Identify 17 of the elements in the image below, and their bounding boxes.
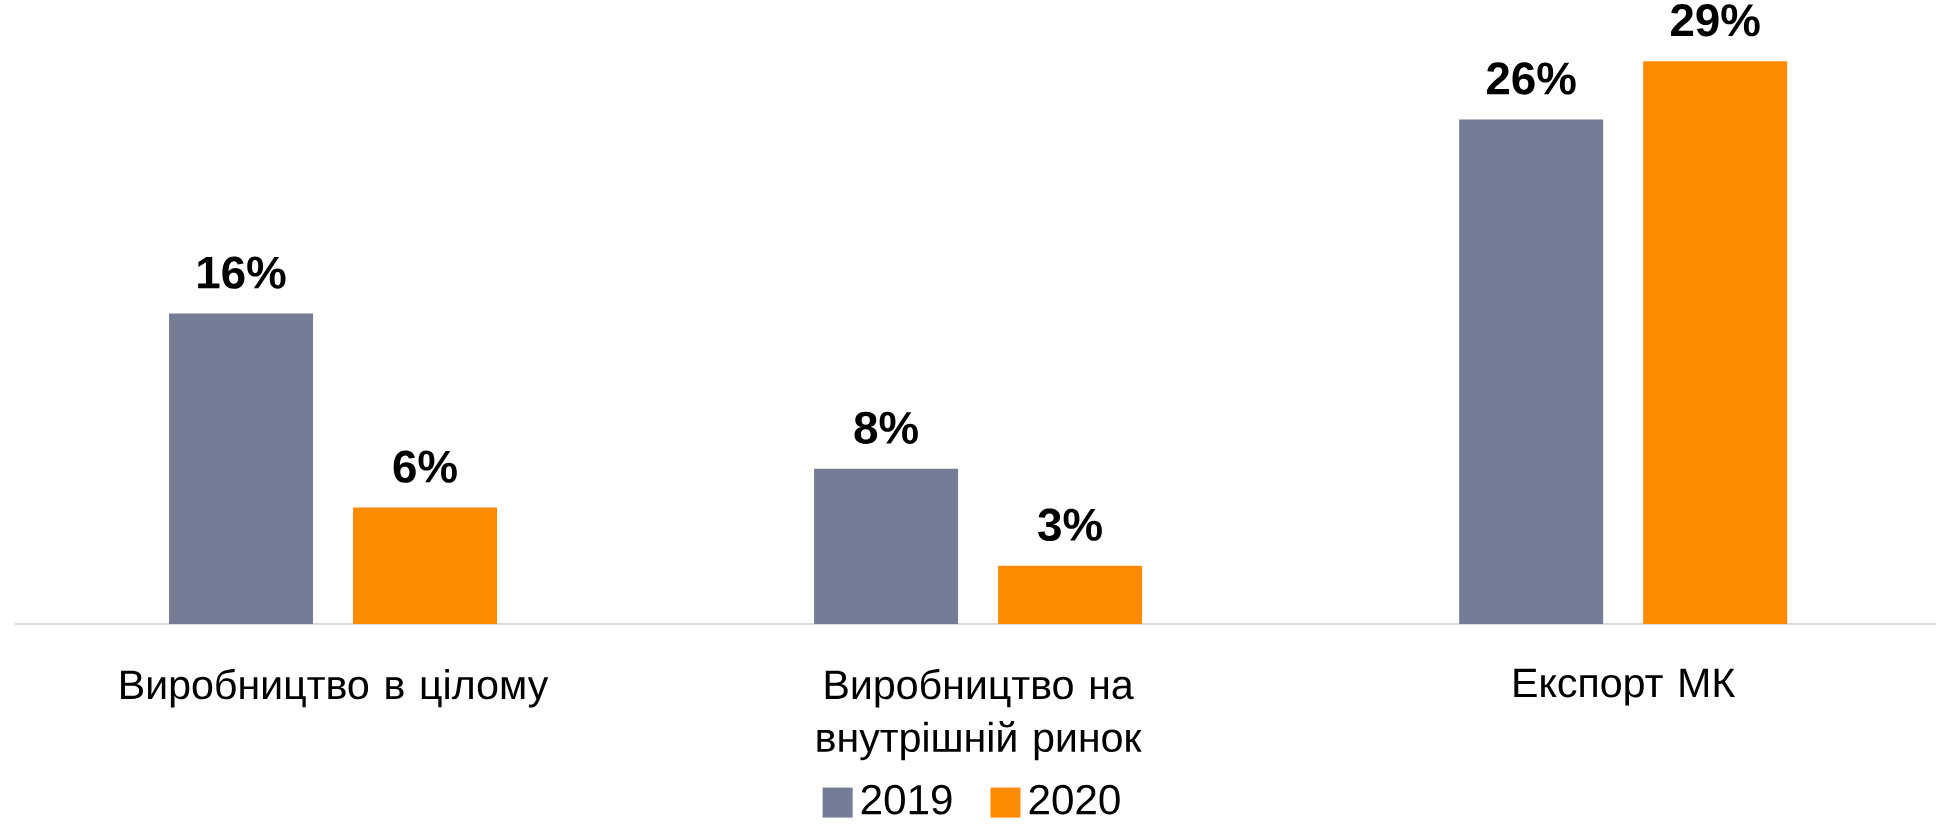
data-label: 6% [393,450,457,483]
data-label: 8% [854,411,918,444]
bar [998,565,1143,625]
bar [353,507,498,625]
bar [814,468,959,625]
legend-label: 2019 [861,784,952,815]
legend-label: 2020 [1029,784,1120,815]
data-label: 16% [198,256,286,289]
bar [169,313,314,625]
x-tick-label: Експорт МК [1514,668,1736,706]
data-label: 3% [1038,508,1102,542]
x-tick-label: Виробництво в цілому [121,668,549,708]
data-label: 26% [1487,62,1576,95]
data-label: 29% [1671,4,1760,37]
bar [1643,61,1788,625]
bar [1459,119,1604,625]
x-tick-label: Виробництво на внутрішній ринок [817,668,1142,761]
